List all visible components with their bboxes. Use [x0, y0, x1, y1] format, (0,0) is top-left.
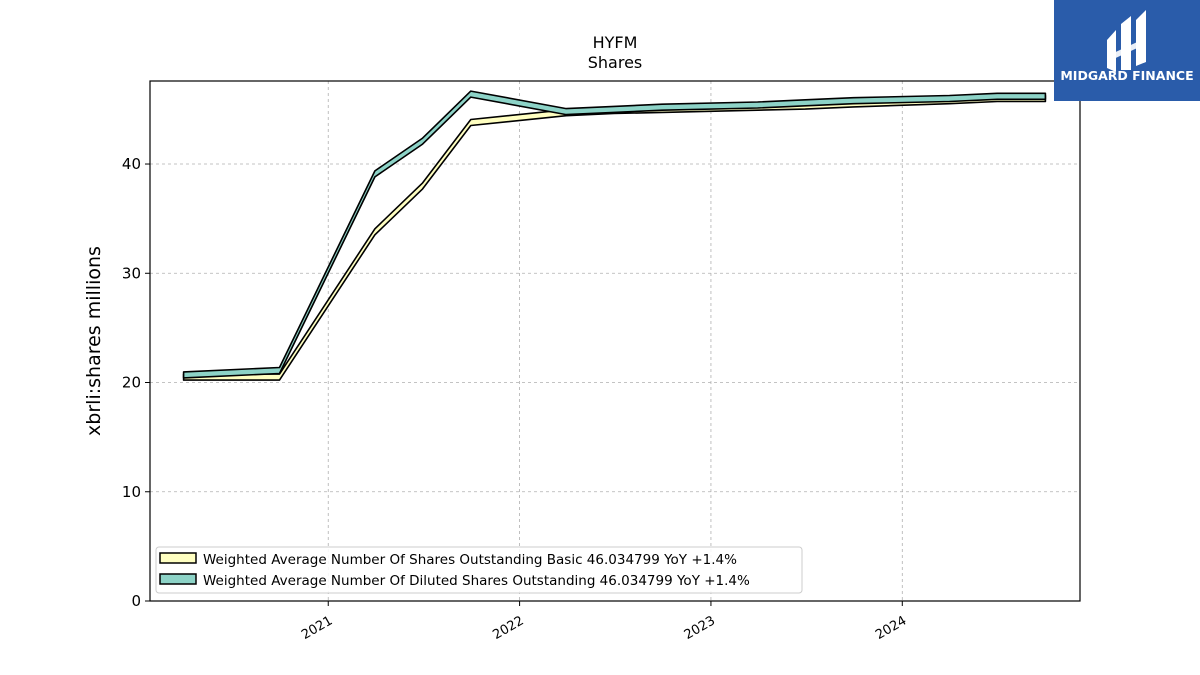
chart-subtitle: Shares — [588, 53, 643, 72]
chart-title: HYFM — [593, 33, 638, 52]
legend-swatch-diluted — [159, 573, 197, 585]
series-areas — [182, 90, 1047, 381]
y-tick-label: 0 — [131, 592, 141, 610]
series-basic-band — [182, 94, 1047, 381]
legend-label-basic: Weighted Average Number Of Shares Outsta… — [203, 552, 737, 568]
legend-frame — [155, 546, 803, 594]
plot-frame — [149, 80, 1081, 602]
y-axis-label: xbrli:shares millions — [83, 246, 105, 436]
y-tick-label: 40 — [122, 155, 141, 173]
grid — [150, 81, 1080, 601]
logo-text: MIDGARD FINANCE — [1060, 68, 1193, 83]
legend-swatch-basic — [159, 552, 197, 564]
y-axis-ticks: 0 10 20 30 40 — [122, 155, 150, 610]
logo-mark-icon — [1107, 10, 1146, 72]
y-tick-label: 20 — [122, 374, 141, 392]
midgard-finance-logo: MIDGARD FINANCE — [1054, 0, 1200, 101]
y-tick-label: 10 — [122, 483, 141, 501]
y-tick-label: 30 — [122, 264, 141, 282]
legend-label-diluted: Weighted Average Number Of Diluted Share… — [203, 573, 750, 589]
legend: Weighted Average Number Of Shares Outsta… — [155, 546, 803, 594]
series-diluted-band — [182, 90, 1047, 379]
